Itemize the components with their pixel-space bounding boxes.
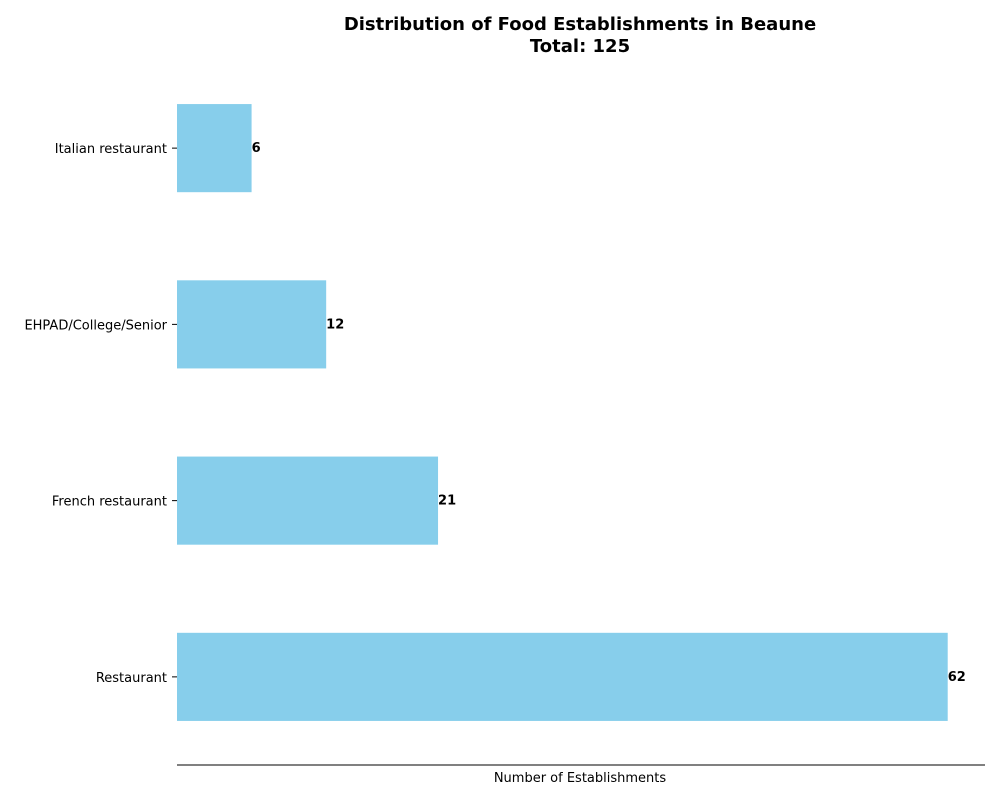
y-tick-labels: Restaurant French restaurant EHPAD/College… (24, 142, 177, 686)
data-label: 21 (438, 494, 456, 509)
bar-0 (177, 632, 948, 721)
bar-1 (177, 456, 439, 545)
bar-2 (177, 280, 327, 369)
y-tick-label: EHPAD/College/Senior (24, 318, 167, 333)
x-axis-label: Number of Establishments (494, 771, 667, 786)
y-tick-label: French restaurant (52, 495, 167, 510)
data-label: 12 (326, 317, 344, 332)
data-label: 6 (252, 141, 261, 156)
y-tick-label: Italian restaurant (55, 142, 167, 157)
chart-subtitle: Total: 125 (530, 36, 630, 57)
data-label: 62 (948, 670, 966, 685)
bar-3 (177, 104, 252, 193)
bars-group (177, 104, 948, 721)
chart-title: Distribution of Food Establishments in B… (344, 14, 816, 35)
data-labels: 62 21 12 6 (252, 141, 966, 685)
y-tick-label: Restaurant (96, 671, 167, 686)
